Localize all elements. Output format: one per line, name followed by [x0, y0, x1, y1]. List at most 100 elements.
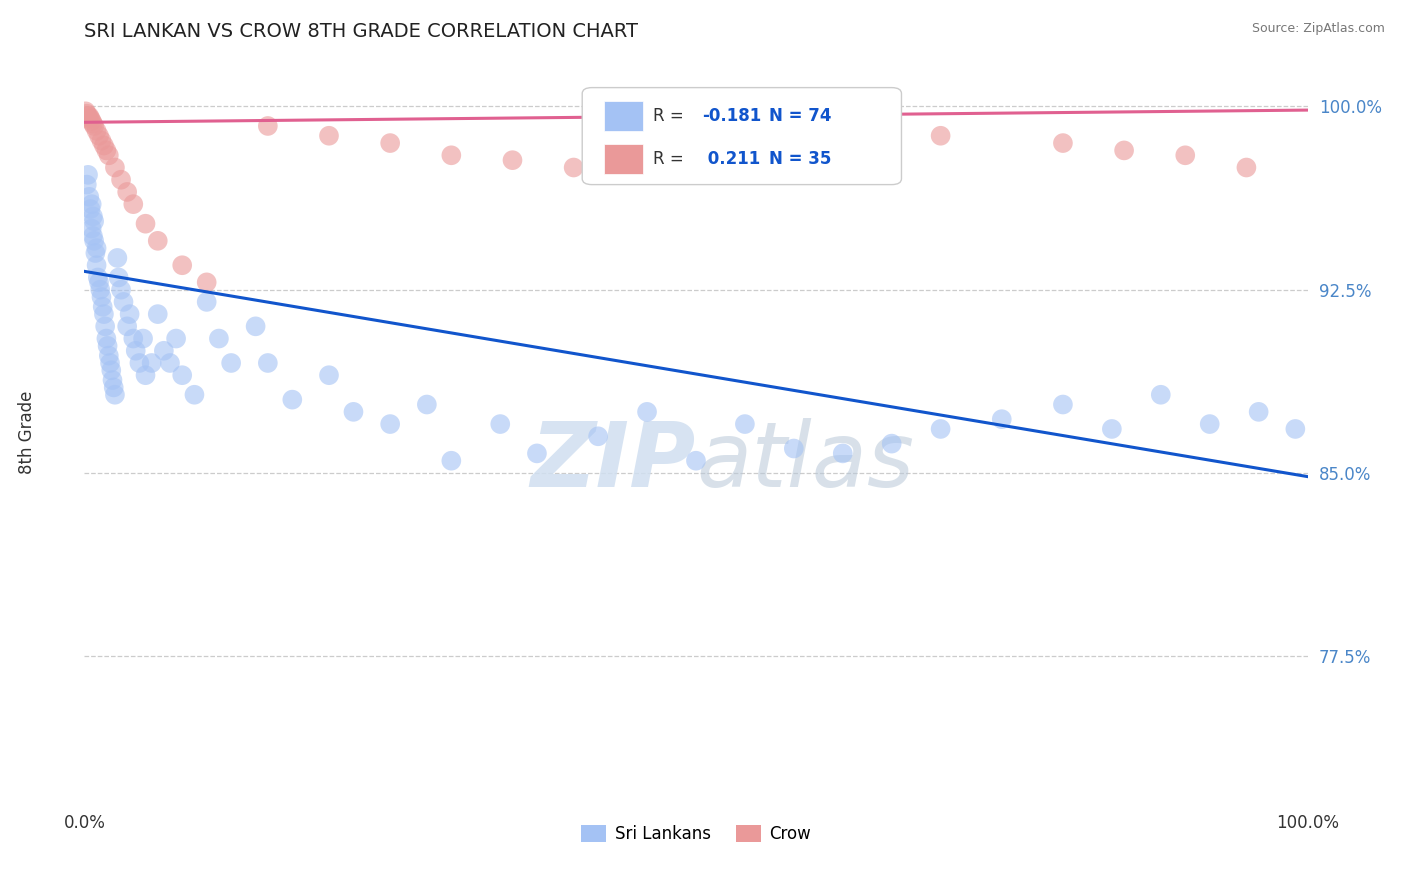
Point: [1247, 405, 1270, 419]
Point: [440, 454, 463, 468]
Point: [586, 429, 609, 443]
Point: [93, 138, 115, 153]
Point: [110, 172, 132, 186]
Point: [77, 190, 100, 204]
Text: ZIP: ZIP: [530, 418, 696, 507]
Point: [83, 119, 105, 133]
Point: [101, 373, 124, 387]
Point: [83, 234, 105, 248]
Point: [783, 442, 806, 456]
Point: [90, 290, 112, 304]
Point: [115, 185, 138, 199]
Point: [195, 294, 218, 309]
Y-axis label: 8th Grade: 8th Grade: [18, 391, 35, 475]
Point: [208, 332, 231, 346]
Point: [342, 405, 364, 419]
Point: [77, 109, 100, 123]
Point: [1150, 388, 1173, 402]
Point: [440, 148, 463, 162]
Point: [89, 283, 111, 297]
Point: [929, 128, 952, 143]
Point: [87, 270, 110, 285]
Point: [159, 356, 181, 370]
Point: [86, 258, 108, 272]
Point: [122, 197, 145, 211]
Point: [107, 270, 129, 285]
Point: [172, 258, 194, 272]
Text: N = 74: N = 74: [769, 107, 832, 125]
Point: [153, 343, 176, 358]
Point: [87, 128, 110, 143]
Point: [489, 417, 512, 431]
Point: [146, 234, 169, 248]
Point: [76, 107, 98, 121]
Bar: [605, 145, 644, 174]
Point: [80, 114, 103, 128]
Point: [257, 356, 280, 370]
Point: [257, 119, 280, 133]
Text: R =: R =: [654, 107, 689, 125]
Point: [75, 104, 97, 119]
Point: [380, 136, 402, 150]
Point: [135, 217, 157, 231]
Point: [195, 276, 218, 290]
Point: [245, 319, 267, 334]
Point: [105, 251, 128, 265]
Point: [83, 214, 105, 228]
Point: [104, 388, 127, 402]
Point: [831, 446, 853, 460]
Point: [318, 368, 340, 383]
Point: [141, 356, 163, 370]
Point: [636, 405, 658, 419]
Point: [991, 412, 1014, 426]
Point: [1114, 144, 1136, 158]
Point: [103, 380, 125, 394]
Point: [318, 128, 340, 143]
Point: [115, 319, 138, 334]
Point: [416, 397, 439, 411]
Text: SRI LANKAN VS CROW 8TH GRADE CORRELATION CHART: SRI LANKAN VS CROW 8TH GRADE CORRELATION…: [84, 22, 638, 41]
Text: atlas: atlas: [696, 418, 914, 507]
Point: [183, 388, 205, 402]
Point: [172, 368, 194, 383]
Point: [76, 178, 98, 192]
FancyBboxPatch shape: [582, 87, 901, 185]
Point: [79, 112, 101, 126]
Point: [86, 124, 108, 138]
Point: [97, 339, 120, 353]
Point: [1052, 397, 1074, 411]
Point: [219, 356, 242, 370]
Point: [112, 294, 135, 309]
Point: [100, 363, 122, 377]
Point: [165, 332, 187, 346]
Text: R =: R =: [654, 150, 689, 168]
Point: [97, 148, 120, 162]
Point: [146, 307, 169, 321]
Point: [96, 332, 118, 346]
Point: [281, 392, 304, 407]
Point: [380, 417, 402, 431]
Text: N = 35: N = 35: [769, 150, 832, 168]
Point: [125, 343, 148, 358]
Text: -0.181: -0.181: [702, 107, 761, 125]
Point: [97, 349, 120, 363]
Point: [87, 276, 110, 290]
Point: [685, 454, 707, 468]
Point: [98, 356, 121, 370]
Point: [93, 307, 115, 321]
Point: [1198, 417, 1220, 431]
Point: [94, 319, 117, 334]
Point: [1284, 422, 1306, 436]
Point: [82, 116, 104, 130]
Point: [734, 417, 756, 431]
Point: [77, 168, 100, 182]
Point: [104, 161, 127, 175]
Point: [128, 356, 150, 370]
Point: [502, 153, 524, 168]
Point: [880, 436, 903, 450]
Point: [1236, 161, 1258, 175]
Point: [929, 422, 952, 436]
Point: [132, 332, 155, 346]
Point: [110, 283, 132, 297]
Point: [90, 134, 112, 148]
